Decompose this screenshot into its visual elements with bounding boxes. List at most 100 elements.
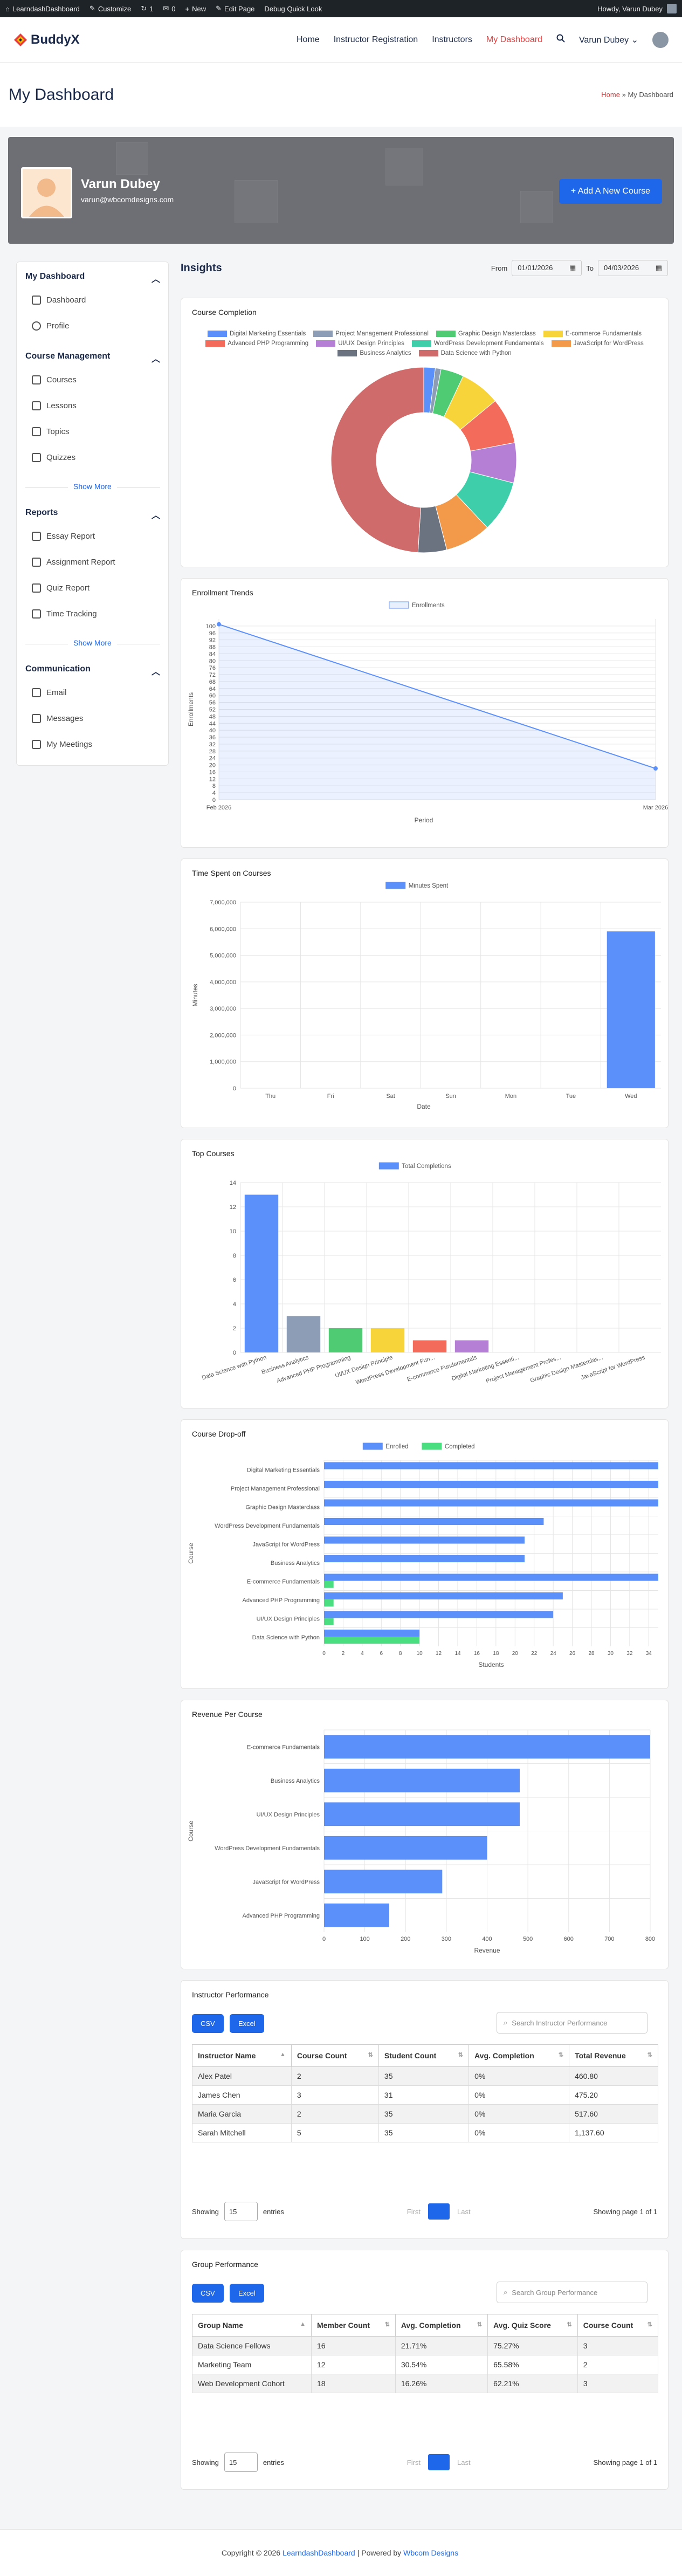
user-menu[interactable]: Varun Dubey ⌄ bbox=[578, 35, 638, 45]
sidebar-item-assignment-report[interactable]: Assignment Report bbox=[32, 558, 115, 567]
sidebar-group-course-management[interactable]: Course Management ︿ bbox=[25, 352, 160, 364]
wp-new-link[interactable]: + New bbox=[185, 4, 206, 13]
sort-icon: ⇅ bbox=[384, 2321, 390, 2328]
sidebar-item-topics[interactable]: Topics bbox=[32, 427, 70, 436]
y-tick-label: 20 bbox=[209, 763, 216, 769]
report-icon bbox=[32, 583, 41, 593]
sort-asc-icon: ▲ bbox=[300, 2321, 306, 2327]
sidebar-item-dashboard[interactable]: Dashboard bbox=[32, 296, 86, 305]
excel-export-button[interactable]: Excel bbox=[230, 2284, 264, 2303]
table-cell: Maria Garcia bbox=[192, 2104, 292, 2124]
nav-home[interactable]: Home bbox=[297, 35, 320, 44]
x-tick-label: 400 bbox=[482, 1936, 492, 1942]
course-completion-card: Course Completion Digital Marketing Esse… bbox=[181, 298, 669, 567]
avatar[interactable] bbox=[652, 31, 669, 48]
column-header[interactable]: Avg. Quiz Score ⇅ bbox=[487, 2314, 578, 2337]
banner-pattern bbox=[385, 148, 423, 186]
instructor-search-input[interactable]: ⌕ Search Instructor Performance bbox=[497, 2012, 647, 2034]
x-tick-label: E-commerce Fundamentals bbox=[407, 1354, 478, 1383]
sidebar-item-my-meetings[interactable]: My Meetings bbox=[32, 740, 92, 749]
user-icon bbox=[32, 321, 41, 331]
column-header[interactable]: Student Count ⇅ bbox=[378, 2044, 470, 2067]
wp-comments-link[interactable]: ✉ 0 bbox=[163, 4, 176, 13]
bar bbox=[454, 1340, 489, 1352]
profile-avatar[interactable] bbox=[21, 167, 72, 218]
wp-site-link[interactable]: ⌂ LearndashDashboard bbox=[5, 4, 80, 13]
to-date-input[interactable]: 04/03/2026 ▦ bbox=[598, 260, 668, 276]
wp-account-menu[interactable]: Howdy, Varun Dubey bbox=[597, 4, 677, 13]
bar-completed bbox=[324, 1599, 334, 1607]
sidebar-item-quiz-report[interactable]: Quiz Report bbox=[32, 583, 89, 593]
column-header[interactable]: Member Count ⇅ bbox=[311, 2314, 396, 2337]
excel-export-button[interactable]: Excel bbox=[230, 2014, 264, 2033]
show-more-course-management[interactable]: Show More bbox=[68, 482, 117, 491]
show-more-reports[interactable]: Show More bbox=[68, 638, 117, 647]
wp-customize-link[interactable]: ✎ Customize bbox=[89, 4, 132, 13]
group-search-input[interactable]: ⌕ Search Group Performance bbox=[497, 2282, 647, 2303]
entries-select[interactable]: 15 bbox=[224, 2202, 258, 2221]
wp-edit-page-link[interactable]: ✎ Edit Page bbox=[216, 4, 255, 13]
x-tick-label: 10 bbox=[417, 1651, 423, 1657]
table-cell: 75.27% bbox=[487, 2336, 578, 2355]
sidebar-group-communication[interactable]: Communication ︿ bbox=[25, 664, 160, 677]
column-header[interactable]: Avg. Completion ⇅ bbox=[469, 2044, 570, 2067]
sidebar-item-email[interactable]: Email bbox=[32, 688, 67, 697]
sidebar-group-my-dashboard[interactable]: My Dashboard ︿ bbox=[25, 272, 160, 284]
nav-instructors[interactable]: Instructors bbox=[432, 35, 472, 44]
add-course-button[interactable]: + Add A New Course bbox=[559, 179, 662, 204]
breadcrumb-home[interactable]: Home bbox=[601, 91, 620, 99]
current-page-button[interactable] bbox=[428, 2203, 450, 2220]
column-header[interactable]: Course Count ⇅ bbox=[577, 2314, 659, 2337]
banner-pattern bbox=[520, 191, 553, 223]
csv-export-button[interactable]: CSV bbox=[192, 2014, 224, 2033]
bar bbox=[412, 1340, 447, 1352]
sidebar-item-quizzes[interactable]: Quizzes bbox=[32, 453, 75, 462]
legend-label: Advanced PHP Programming bbox=[228, 340, 309, 347]
sidebar-group-reports[interactable]: Reports ︿ bbox=[25, 508, 160, 520]
footer-brand-link[interactable]: Wbcom Designs bbox=[403, 2548, 459, 2557]
legend-item: Data Science with Python bbox=[418, 350, 512, 356]
chart-title: Enrollment Trends bbox=[192, 588, 253, 597]
wp-updates-link[interactable]: ↻ 1 bbox=[141, 4, 154, 13]
sidebar-item-lessons[interactable]: Lessons bbox=[32, 401, 77, 410]
nav-instructor-registration[interactable]: Instructor Registration bbox=[333, 35, 418, 44]
top-courses-card: Top Courses Total Completions 0 2 4 6 8 10 12 14… bbox=[181, 1139, 669, 1409]
from-date-input[interactable]: 01/01/2026 ▦ bbox=[512, 260, 582, 276]
column-header[interactable]: Avg. Completion ⇅ bbox=[395, 2314, 488, 2337]
sidebar-item-essay-report[interactable]: Essay Report bbox=[32, 532, 95, 541]
y-tick-label: 12 bbox=[230, 1204, 236, 1211]
current-page-button[interactable] bbox=[428, 2454, 450, 2470]
bar-completed bbox=[324, 1618, 334, 1625]
first-page-button[interactable]: First bbox=[407, 2458, 421, 2467]
x-tick-label: Wed bbox=[625, 1093, 637, 1100]
entries-select[interactable]: 15 bbox=[224, 2453, 258, 2472]
table-cell: 65.58% bbox=[487, 2355, 578, 2374]
y-tick-label: 76 bbox=[209, 665, 216, 671]
site-logo[interactable]: BuddyX bbox=[13, 32, 80, 47]
pagination: First Last bbox=[407, 2203, 471, 2220]
page-title-bar: My Dashboard Home » My Dashboard bbox=[0, 63, 682, 127]
column-header[interactable]: Total Revenue ⇅ bbox=[569, 2044, 658, 2067]
csv-export-button[interactable]: CSV bbox=[192, 2284, 224, 2303]
column-header[interactable]: Course Count ⇅ bbox=[291, 2044, 379, 2067]
sidebar-item-profile[interactable]: Profile bbox=[32, 321, 70, 331]
column-header[interactable]: Instructor Name ▲ bbox=[192, 2044, 292, 2067]
y-tick-label: 52 bbox=[209, 707, 216, 713]
nav-my-dashboard[interactable]: My Dashboard bbox=[486, 35, 542, 44]
table-cell: Marketing Team bbox=[192, 2355, 312, 2374]
sidebar-item-time-tracking[interactable]: Time Tracking bbox=[32, 609, 97, 619]
last-page-button[interactable]: Last bbox=[457, 2207, 471, 2216]
sidebar-item-courses[interactable]: Courses bbox=[32, 375, 77, 384]
last-page-button[interactable]: Last bbox=[457, 2458, 471, 2467]
sidebar-item-messages[interactable]: Messages bbox=[32, 714, 83, 723]
wp-debug-link[interactable]: Debug Quick Look bbox=[264, 4, 322, 13]
bar bbox=[370, 1328, 405, 1352]
column-header[interactable]: Group Name ▲ bbox=[192, 2314, 312, 2337]
legend-item: Graphic Design Masterclass bbox=[436, 331, 536, 337]
search-icon[interactable] bbox=[556, 34, 565, 45]
legend-item: JavaScript for WordPress bbox=[551, 340, 644, 347]
first-page-button[interactable]: First bbox=[407, 2207, 421, 2216]
main-nav: Home Instructor Registration Instructors… bbox=[297, 31, 669, 48]
footer-site-link[interactable]: LearndashDashboard bbox=[283, 2548, 355, 2557]
